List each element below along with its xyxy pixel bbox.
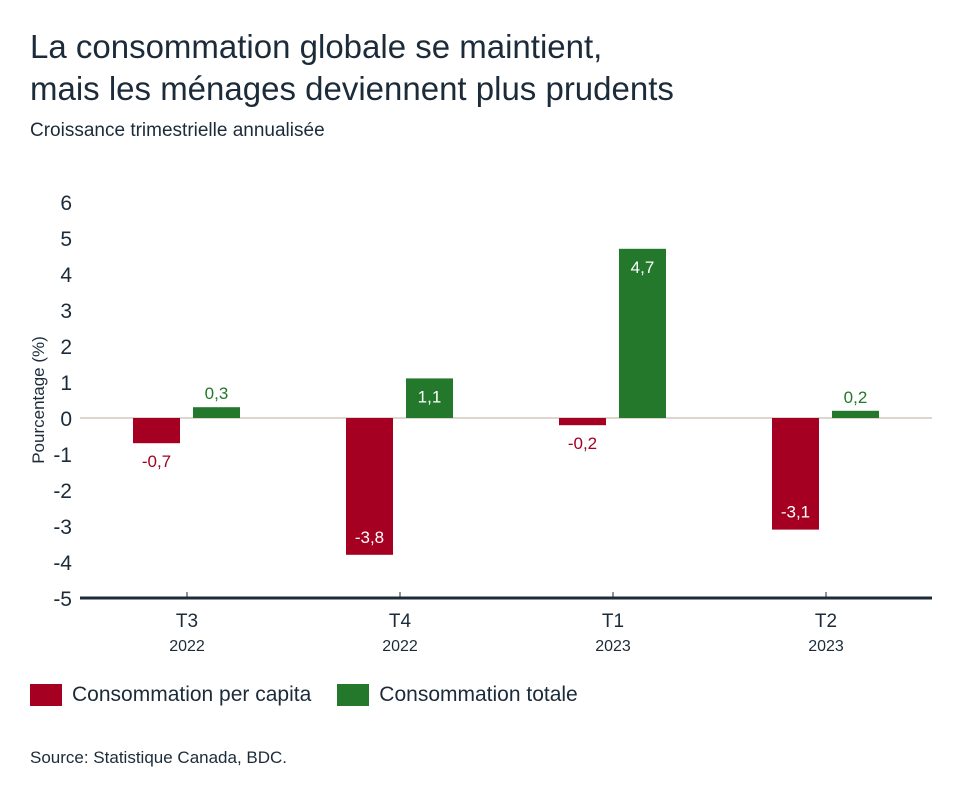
x-tick-label-year: 2023: [808, 638, 844, 655]
y-tick-label: 5: [60, 228, 72, 251]
bar-per-capita-t4-2022: [346, 418, 393, 555]
y-tick-label: -3: [53, 516, 72, 539]
bar-per-capita-t2-2023: [772, 418, 819, 530]
data-label: 4,7: [631, 258, 655, 277]
x-tick-label-quarter: T3: [176, 611, 198, 632]
bar-per-capita-t3-2022: [133, 418, 180, 444]
bar-totale-t4-2022: [406, 378, 453, 418]
chart-title-line-1: La consommation globale se maintient,: [30, 28, 603, 65]
x-tick-label-year: 2022: [169, 638, 205, 655]
data-label: 0,2: [844, 388, 868, 407]
bar-totale-t2-2023: [832, 410, 879, 418]
y-tick-label: -2: [53, 480, 72, 503]
bar-chart: 6 5 4 3 2 1 0 -1 -2 -3 -4 -5 Pourcentage (%) -0,7 -3,8…: [29, 192, 932, 655]
data-label: -3,1: [781, 503, 810, 522]
bar-totale-t1-2023: [619, 248, 666, 418]
x-tick-label-quarter: T2: [815, 611, 837, 632]
data-label: -3,8: [355, 528, 384, 547]
y-tick-label: 3: [60, 300, 72, 323]
chart-subtitle: Croissance trimestrielle annualisée: [30, 120, 325, 141]
chart-title: La consommation globale se maintient, ma…: [30, 26, 674, 110]
legend-label-totale: Consommation totale: [379, 683, 578, 706]
y-tick-label: -4: [53, 552, 72, 575]
bar-per-capita-t1-2023: [559, 418, 606, 426]
y-tick-label: 1: [60, 372, 72, 395]
y-tick-label: -5: [53, 588, 72, 611]
y-tick-label: 2: [60, 336, 72, 359]
y-tick-label: -1: [53, 444, 72, 467]
chart-title-line-2: mais les ménages deviennent plus prudent…: [30, 70, 674, 107]
data-label: -0,2: [568, 434, 597, 453]
y-axis-title: Pourcentage (%): [29, 336, 48, 464]
x-tick-label-quarter: T1: [602, 611, 624, 632]
y-tick-label: 6: [60, 192, 72, 215]
legend: Consommation per capita Consommation tot…: [30, 683, 604, 707]
data-label: 0,3: [205, 384, 229, 403]
source-note: Source: Statistique Canada, BDC.: [30, 748, 288, 767]
x-tick-label-year: 2022: [382, 638, 418, 655]
bar-totale-t3-2022: [193, 407, 240, 418]
legend-swatch-totale: [337, 684, 370, 706]
data-label: -0,7: [142, 452, 171, 471]
legend-item-totale: Consommation totale: [337, 683, 578, 707]
legend-item-per-capita: Consommation per capita: [30, 683, 311, 707]
legend-label-per-capita: Consommation per capita: [72, 683, 312, 706]
x-tick-label-year: 2023: [595, 638, 631, 655]
y-tick-label: 4: [60, 264, 72, 287]
x-tick-label-quarter: T4: [389, 611, 412, 632]
legend-swatch-per-capita: [30, 684, 62, 706]
y-tick-label: 0: [60, 408, 72, 431]
data-label: 1,1: [418, 387, 442, 406]
